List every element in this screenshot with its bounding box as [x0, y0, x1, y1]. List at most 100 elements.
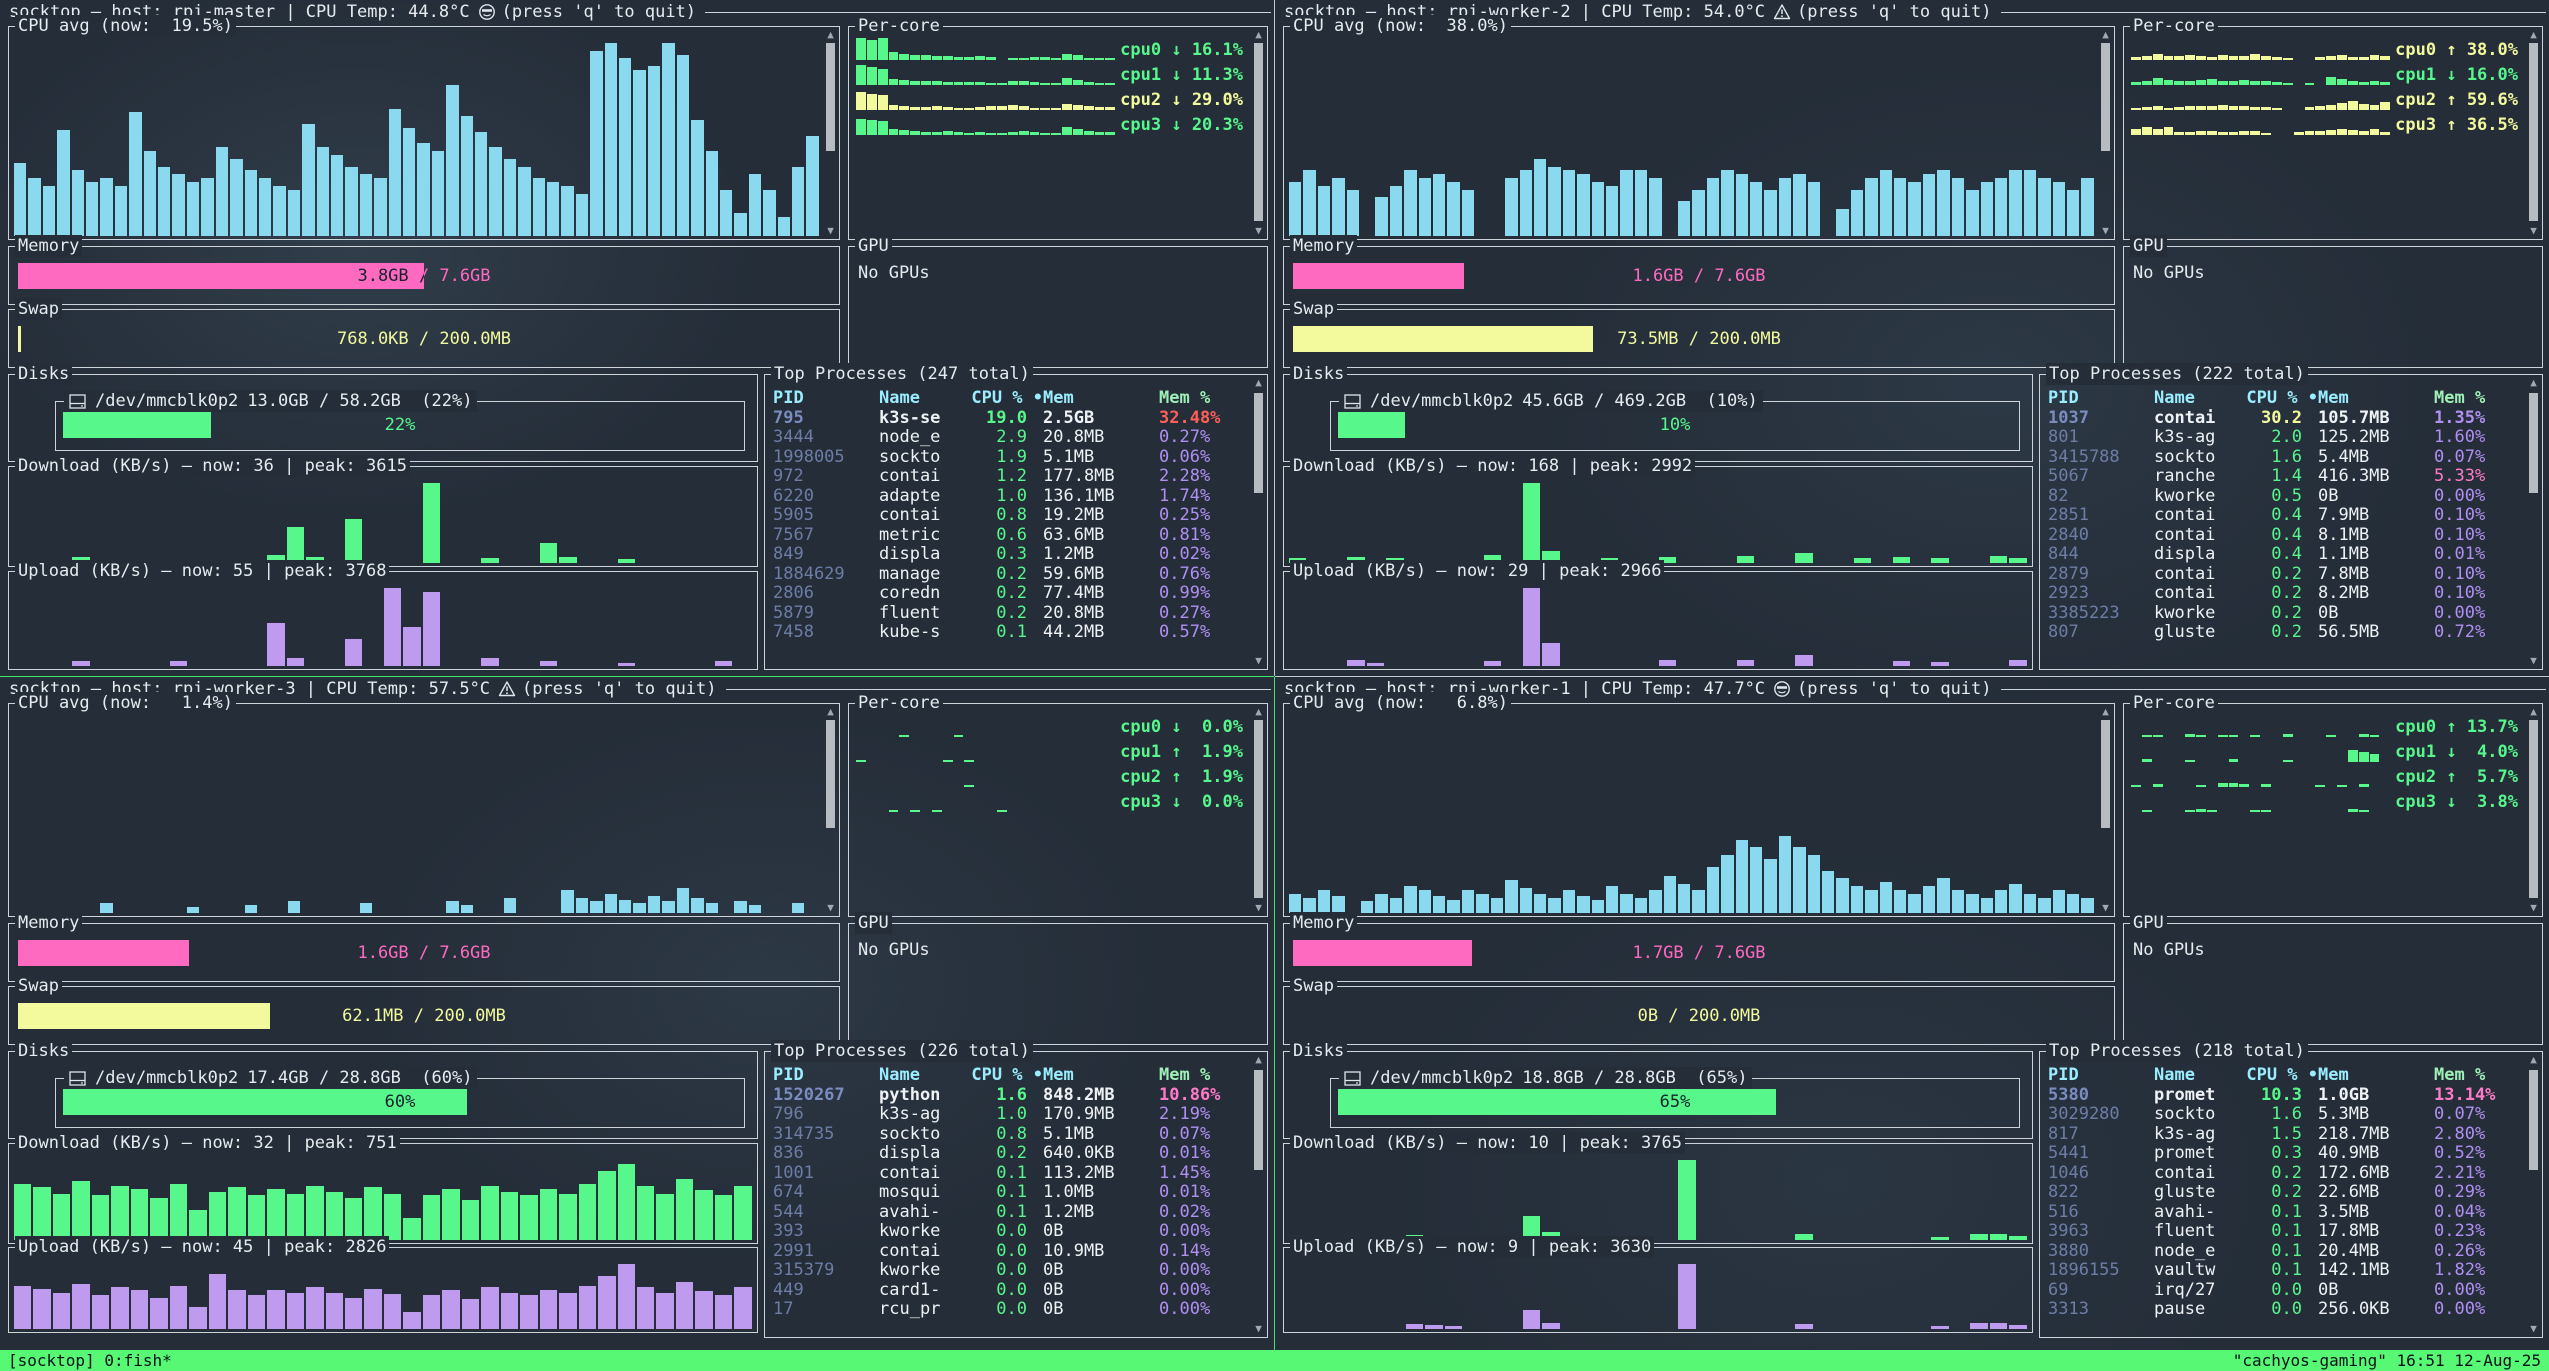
scroll-up-icon[interactable]: ▲ [2530, 376, 2537, 389]
scroll-thumb[interactable] [826, 720, 835, 829]
scroll-thumb[interactable] [1254, 393, 1263, 493]
scroll-up-icon[interactable]: ▲ [2102, 705, 2109, 718]
col-cpu[interactable]: CPU % • [2246, 388, 2318, 408]
col-name[interactable]: Name [879, 388, 920, 408]
socktop-pane-3[interactable]: socktop — host: rpi-worker-1 | CPU Temp:… [1275, 677, 2549, 1350]
scrollbar[interactable]: ▲ ▼ [2099, 706, 2112, 914]
spark-segment [1105, 107, 1116, 110]
col-mem[interactable]: Mem [1043, 388, 1074, 408]
tmux-vertical-divider-bottom[interactable] [1274, 677, 1275, 1350]
scroll-up-icon[interactable]: ▲ [2530, 1053, 2537, 1066]
col-mem[interactable]: Mem [2318, 388, 2349, 408]
disk-device: /dev/mmcblk0p2 [1370, 391, 1514, 411]
process-cpu: 1.2 [996, 466, 1027, 486]
spark-segment [2337, 79, 2347, 85]
socktop-pane-0[interactable]: socktop — host: rpi-master | CPU Temp: 4… [0, 0, 1274, 676]
tmux-horizontal-divider-left[interactable] [0, 676, 1274, 677]
scroll-thumb[interactable] [2529, 393, 2538, 493]
scroll-down-icon[interactable]: ▼ [827, 901, 834, 914]
scroll-up-icon[interactable]: ▲ [2102, 28, 2109, 41]
chart-bar [1721, 855, 1734, 913]
scroll-up-icon[interactable]: ▲ [1255, 28, 1262, 41]
scroll-up-icon[interactable]: ▲ [827, 705, 834, 718]
scrollbar[interactable]: ▲ ▼ [824, 706, 837, 914]
tmux-vertical-divider-top[interactable] [1274, 0, 1275, 676]
scroll-up-icon[interactable]: ▲ [2530, 28, 2537, 41]
core-stat-label: cpu0 ↓ 0.0% [1120, 717, 1243, 737]
scroll-down-icon[interactable]: ▼ [2530, 1322, 2537, 1335]
col-name[interactable]: Name [879, 1065, 920, 1085]
spark-segment [942, 82, 953, 85]
scroll-up-icon[interactable]: ▲ [1255, 1053, 1262, 1066]
process-row: 3963 fluent 0.1 17.8MB 0.23% [2040, 1221, 2542, 1242]
scroll-down-icon[interactable]: ▼ [1255, 1322, 1262, 1335]
upload-chart [14, 588, 752, 666]
col-cpu[interactable]: CPU % • [971, 388, 1043, 408]
col-memp[interactable]: Mem % [2434, 388, 2486, 408]
col-memp[interactable]: Mem % [2434, 1065, 2486, 1085]
col-mem[interactable]: Mem [2318, 1065, 2349, 1085]
scroll-up-icon[interactable]: ▲ [827, 28, 834, 41]
col-mem[interactable]: Mem [1043, 1065, 1074, 1085]
col-pid[interactable]: PID [773, 1065, 804, 1085]
scroll-down-icon[interactable]: ▼ [1255, 224, 1262, 237]
scrollbar[interactable]: ▲ ▼ [1252, 29, 1265, 237]
chart-bar [169, 1184, 188, 1240]
scrollbar[interactable]: ▲ ▼ [2099, 29, 2112, 237]
scroll-down-icon[interactable]: ▼ [1255, 654, 1262, 667]
col-name[interactable]: Name [2154, 388, 2195, 408]
scroll-thumb[interactable] [1254, 1070, 1263, 1170]
scroll-thumb[interactable] [2529, 43, 2538, 221]
scrollbar[interactable]: ▲ ▼ [824, 29, 837, 237]
chart-bar [189, 1209, 207, 1240]
chart-bar [777, 216, 790, 236]
scrollbar[interactable]: ▲ ▼ [2527, 706, 2540, 914]
scrollbar[interactable]: ▲ ▼ [2527, 1054, 2540, 1335]
socktop-pane-2[interactable]: socktop — host: rpi-worker-3 | CPU Temp:… [0, 677, 1274, 1350]
col-memp[interactable]: Mem % [1159, 388, 1211, 408]
spark-segment [2163, 127, 2174, 135]
scroll-down-icon[interactable]: ▼ [2530, 901, 2537, 914]
scroll-thumb[interactable] [2101, 43, 2110, 152]
spark-segment [2271, 82, 2282, 85]
col-name[interactable]: Name [2154, 1065, 2195, 1085]
col-cpu[interactable]: CPU % • [971, 1065, 1043, 1085]
process-name: k3s-ag [879, 1104, 941, 1124]
tmux-horizontal-divider-right[interactable] [1275, 676, 2549, 677]
socktop-pane-1[interactable]: socktop — host: rpi-worker-2 | CPU Temp:… [1275, 0, 2549, 676]
col-pid[interactable]: PID [2048, 1065, 2079, 1085]
col-pid[interactable]: PID [773, 388, 804, 408]
scroll-down-icon[interactable]: ▼ [2530, 654, 2537, 667]
scroll-thumb[interactable] [2101, 720, 2110, 829]
scroll-thumb[interactable] [2529, 1070, 2538, 1170]
scroll-thumb[interactable] [2529, 720, 2538, 898]
chart-bar [1591, 899, 1604, 913]
scrollbar[interactable]: ▲ ▼ [2527, 377, 2540, 667]
col-memp[interactable]: Mem % [1159, 1065, 1211, 1085]
scroll-thumb[interactable] [826, 43, 835, 152]
disk-icon [69, 1070, 86, 1086]
scroll-thumb[interactable] [1254, 43, 1263, 221]
scroll-thumb[interactable] [1254, 720, 1263, 898]
scrollbar[interactable]: ▲ ▼ [1252, 1054, 1265, 1335]
scroll-up-icon[interactable]: ▲ [1255, 705, 1262, 718]
col-cpu[interactable]: CPU % • [2246, 1065, 2318, 1085]
spark-segment [931, 106, 942, 110]
chart-bar [1483, 555, 1502, 563]
scroll-down-icon[interactable]: ▼ [2102, 224, 2109, 237]
spark-segment [2347, 750, 2358, 762]
process-row: 516 avahi- 0.1 3.5MB 0.04% [2040, 1202, 2542, 1223]
scroll-up-icon[interactable]: ▲ [1255, 376, 1262, 389]
scroll-down-icon[interactable]: ▼ [2530, 224, 2537, 237]
scrollbar[interactable]: ▲ ▼ [1252, 706, 1265, 914]
scroll-up-icon[interactable]: ▲ [2530, 705, 2537, 718]
scroll-down-icon[interactable]: ▼ [2102, 901, 2109, 914]
process-pid: 674 [773, 1182, 804, 1202]
col-pid[interactable]: PID [2048, 388, 2079, 408]
tmux-session-window[interactable]: [socktop] 0:fish* [8, 1351, 172, 1370]
scroll-down-icon[interactable]: ▼ [1255, 901, 1262, 914]
scrollbar[interactable]: ▲ ▼ [1252, 377, 1265, 667]
chart-bar [383, 1193, 402, 1240]
scrollbar[interactable]: ▲ ▼ [2527, 29, 2540, 237]
scroll-down-icon[interactable]: ▼ [827, 224, 834, 237]
